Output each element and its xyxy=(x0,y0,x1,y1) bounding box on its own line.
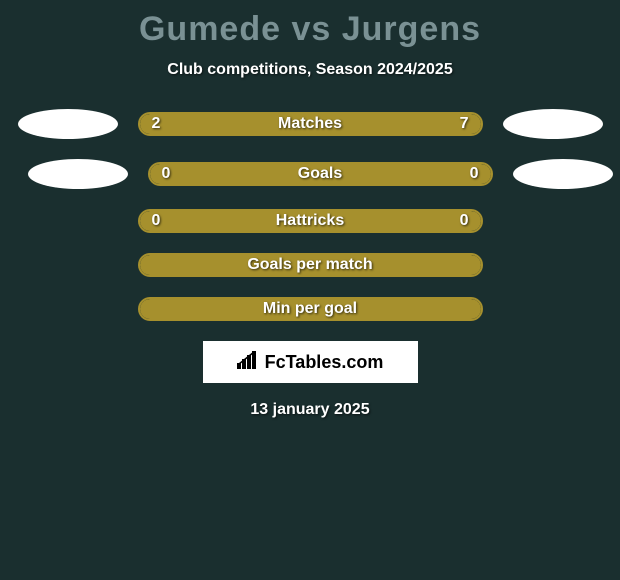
stat-bar: Goals per match xyxy=(138,253,483,277)
subtitle: Club competitions, Season 2024/2025 xyxy=(0,61,620,79)
stat-row: 2Matches7 xyxy=(0,109,620,139)
stat-bar: 0Hattricks0 xyxy=(138,209,483,233)
stat-label: Matches xyxy=(140,114,481,134)
stat-label: Hattricks xyxy=(140,211,481,231)
stat-row: 0Hattricks0 xyxy=(0,209,620,233)
stat-label: Min per goal xyxy=(140,299,481,319)
stat-bar: Min per goal xyxy=(138,297,483,321)
logo-box: FcTables.com xyxy=(203,341,418,383)
player-avatar-left xyxy=(18,109,118,139)
logo-text: FcTables.com xyxy=(265,352,384,373)
stat-row: Min per goal xyxy=(0,297,620,321)
comparison-card: Gumede vs Jurgens Club competitions, Sea… xyxy=(0,0,620,429)
player-avatar-left xyxy=(28,159,128,189)
logo-chart-icon xyxy=(237,351,259,374)
stat-bar: 0Goals0 xyxy=(148,162,493,186)
player-avatar-right xyxy=(513,159,613,189)
stat-row: 0Goals0 xyxy=(0,159,620,189)
stats-container: 2Matches70Goals00Hattricks0Goals per mat… xyxy=(0,109,620,321)
stat-value-right: 0 xyxy=(460,211,469,231)
stat-row: Goals per match xyxy=(0,253,620,277)
stat-label: Goals per match xyxy=(140,255,481,275)
stat-bar: 2Matches7 xyxy=(138,112,483,136)
player-avatar-right xyxy=(503,109,603,139)
stat-value-right: 7 xyxy=(460,114,469,134)
page-title: Gumede vs Jurgens xyxy=(0,10,620,49)
stat-label: Goals xyxy=(150,164,491,184)
date-line: 13 january 2025 xyxy=(0,401,620,419)
stat-value-right: 0 xyxy=(470,164,479,184)
